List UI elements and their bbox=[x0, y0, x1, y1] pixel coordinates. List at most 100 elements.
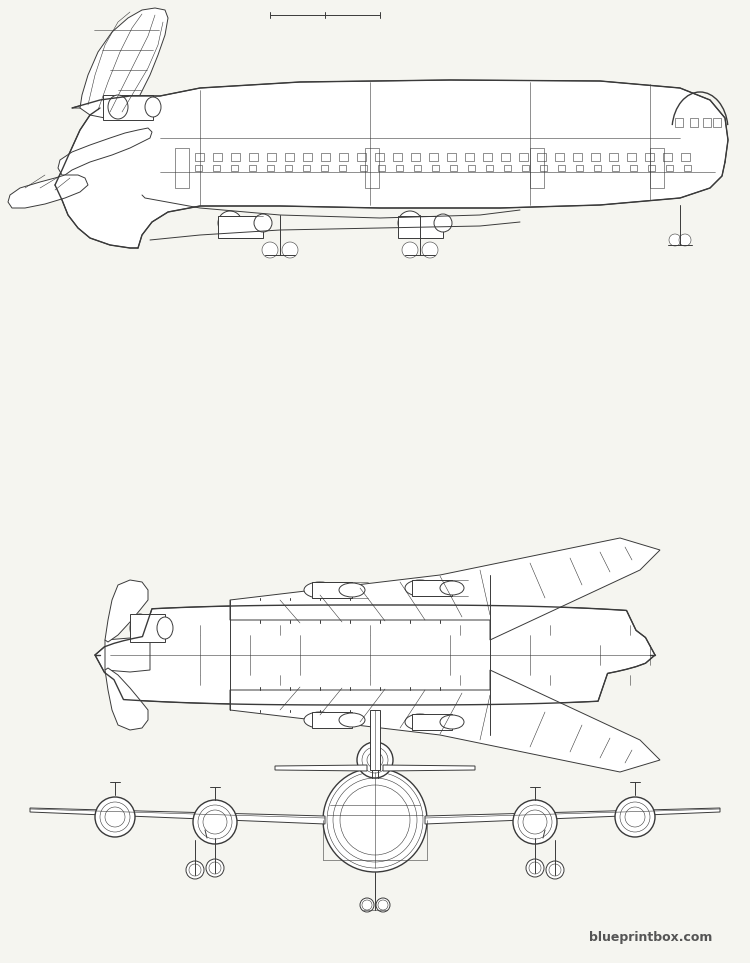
Bar bbox=[396, 165, 403, 171]
Ellipse shape bbox=[193, 800, 237, 844]
Ellipse shape bbox=[405, 580, 435, 596]
Bar bbox=[648, 165, 655, 171]
Ellipse shape bbox=[357, 742, 393, 778]
Bar bbox=[627, 153, 636, 161]
Bar bbox=[645, 153, 654, 161]
Bar bbox=[267, 165, 274, 171]
Bar bbox=[412, 714, 452, 730]
Bar bbox=[312, 712, 352, 728]
Ellipse shape bbox=[402, 242, 418, 258]
Bar bbox=[486, 165, 493, 171]
Bar bbox=[375, 153, 384, 161]
Ellipse shape bbox=[679, 234, 691, 246]
Polygon shape bbox=[370, 710, 380, 770]
Bar bbox=[231, 165, 238, 171]
Ellipse shape bbox=[376, 898, 390, 912]
Polygon shape bbox=[383, 765, 475, 771]
Bar bbox=[612, 165, 619, 171]
Ellipse shape bbox=[130, 614, 150, 642]
Bar bbox=[213, 165, 220, 171]
Bar bbox=[703, 118, 711, 127]
Polygon shape bbox=[105, 580, 148, 642]
Bar bbox=[573, 153, 582, 161]
Bar bbox=[450, 165, 457, 171]
Ellipse shape bbox=[615, 797, 655, 837]
Ellipse shape bbox=[405, 714, 435, 730]
Bar bbox=[195, 153, 204, 161]
Bar bbox=[285, 153, 294, 161]
Ellipse shape bbox=[513, 800, 557, 844]
Bar bbox=[412, 580, 452, 596]
Bar bbox=[713, 118, 721, 127]
Bar bbox=[447, 153, 456, 161]
Bar bbox=[249, 165, 256, 171]
Bar bbox=[558, 165, 565, 171]
Ellipse shape bbox=[323, 768, 427, 872]
Bar bbox=[303, 153, 312, 161]
Polygon shape bbox=[58, 128, 152, 175]
Text: blueprintbox.com: blueprintbox.com bbox=[590, 931, 712, 944]
Bar bbox=[195, 165, 202, 171]
Bar bbox=[429, 153, 438, 161]
Bar bbox=[285, 165, 292, 171]
Bar bbox=[267, 153, 276, 161]
Polygon shape bbox=[95, 605, 655, 705]
Bar bbox=[218, 216, 263, 238]
Bar bbox=[663, 153, 672, 161]
Bar bbox=[175, 148, 189, 188]
Bar bbox=[103, 95, 153, 120]
Ellipse shape bbox=[526, 859, 544, 877]
Bar bbox=[360, 165, 367, 171]
Polygon shape bbox=[30, 808, 325, 824]
Polygon shape bbox=[275, 765, 367, 771]
Polygon shape bbox=[105, 638, 150, 672]
Ellipse shape bbox=[546, 861, 564, 879]
Ellipse shape bbox=[304, 582, 336, 598]
Bar bbox=[684, 165, 691, 171]
Polygon shape bbox=[8, 175, 88, 208]
Bar bbox=[312, 582, 352, 598]
Bar bbox=[357, 153, 366, 161]
Bar bbox=[414, 165, 421, 171]
Bar bbox=[519, 153, 528, 161]
Ellipse shape bbox=[282, 242, 298, 258]
Ellipse shape bbox=[95, 797, 135, 837]
Bar bbox=[339, 165, 346, 171]
Bar bbox=[555, 153, 564, 161]
Bar bbox=[483, 153, 492, 161]
Ellipse shape bbox=[398, 211, 422, 235]
Polygon shape bbox=[80, 8, 168, 118]
Bar bbox=[504, 165, 511, 171]
Bar bbox=[303, 165, 310, 171]
Ellipse shape bbox=[254, 214, 272, 232]
Bar bbox=[675, 118, 683, 127]
Bar bbox=[530, 148, 544, 188]
Ellipse shape bbox=[186, 861, 204, 879]
Bar bbox=[393, 153, 402, 161]
Bar bbox=[378, 165, 385, 171]
Bar bbox=[339, 153, 348, 161]
Polygon shape bbox=[105, 668, 148, 730]
Polygon shape bbox=[230, 538, 660, 640]
Bar bbox=[468, 165, 475, 171]
Bar bbox=[411, 153, 420, 161]
Bar bbox=[630, 165, 637, 171]
Ellipse shape bbox=[157, 617, 173, 639]
Bar bbox=[130, 614, 165, 642]
Ellipse shape bbox=[434, 214, 452, 232]
Bar bbox=[591, 153, 600, 161]
Bar bbox=[522, 165, 529, 171]
Ellipse shape bbox=[145, 97, 161, 117]
Bar bbox=[594, 165, 601, 171]
Bar bbox=[249, 153, 258, 161]
Bar bbox=[465, 153, 474, 161]
Bar bbox=[321, 165, 328, 171]
Bar bbox=[321, 153, 330, 161]
Bar bbox=[540, 165, 547, 171]
Ellipse shape bbox=[339, 713, 365, 727]
Ellipse shape bbox=[360, 898, 374, 912]
Bar bbox=[213, 153, 222, 161]
Polygon shape bbox=[230, 670, 660, 772]
Ellipse shape bbox=[669, 234, 681, 246]
Ellipse shape bbox=[304, 712, 336, 728]
